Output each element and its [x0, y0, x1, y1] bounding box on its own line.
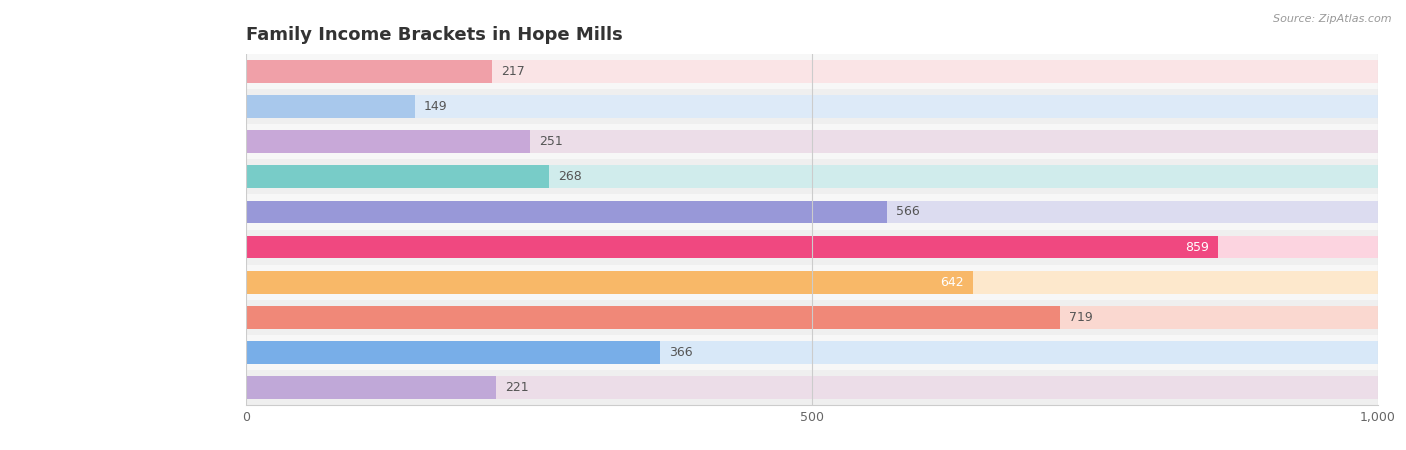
Text: 719: 719 — [1069, 311, 1092, 324]
Bar — [246, 194, 1378, 230]
Text: Source: ZipAtlas.com: Source: ZipAtlas.com — [1274, 14, 1392, 23]
Bar — [246, 130, 530, 153]
Bar — [246, 376, 1378, 399]
Bar — [246, 124, 1378, 159]
Bar — [246, 300, 1378, 335]
Text: Family Income Brackets in Hope Mills: Family Income Brackets in Hope Mills — [246, 26, 623, 44]
Bar — [246, 271, 1378, 293]
Bar — [246, 341, 661, 364]
Text: 859: 859 — [1185, 241, 1209, 253]
Bar — [246, 166, 550, 188]
Bar — [246, 54, 1378, 89]
Bar — [246, 265, 1378, 300]
Text: 268: 268 — [558, 171, 582, 183]
Text: 221: 221 — [505, 381, 529, 394]
Bar — [246, 166, 1378, 188]
Bar — [246, 376, 496, 399]
Bar — [246, 230, 1378, 265]
Bar — [246, 370, 1378, 405]
Text: 251: 251 — [538, 135, 562, 148]
Text: 566: 566 — [896, 206, 920, 218]
Bar — [246, 201, 887, 223]
Bar — [246, 271, 973, 293]
Bar — [246, 341, 1378, 364]
Bar — [246, 335, 1378, 370]
Text: 149: 149 — [423, 100, 447, 113]
Bar — [246, 60, 492, 83]
Bar — [246, 159, 1378, 194]
Text: 642: 642 — [941, 276, 963, 288]
Bar — [246, 95, 415, 118]
Bar — [246, 95, 1378, 118]
Bar — [246, 89, 1378, 124]
Bar — [246, 201, 1378, 223]
Bar — [246, 306, 1060, 328]
Bar — [246, 236, 1378, 258]
Text: 217: 217 — [501, 65, 524, 78]
Bar — [246, 306, 1378, 328]
Bar — [246, 236, 1218, 258]
Bar — [246, 130, 1378, 153]
Text: 366: 366 — [669, 346, 693, 359]
Bar — [246, 60, 1378, 83]
